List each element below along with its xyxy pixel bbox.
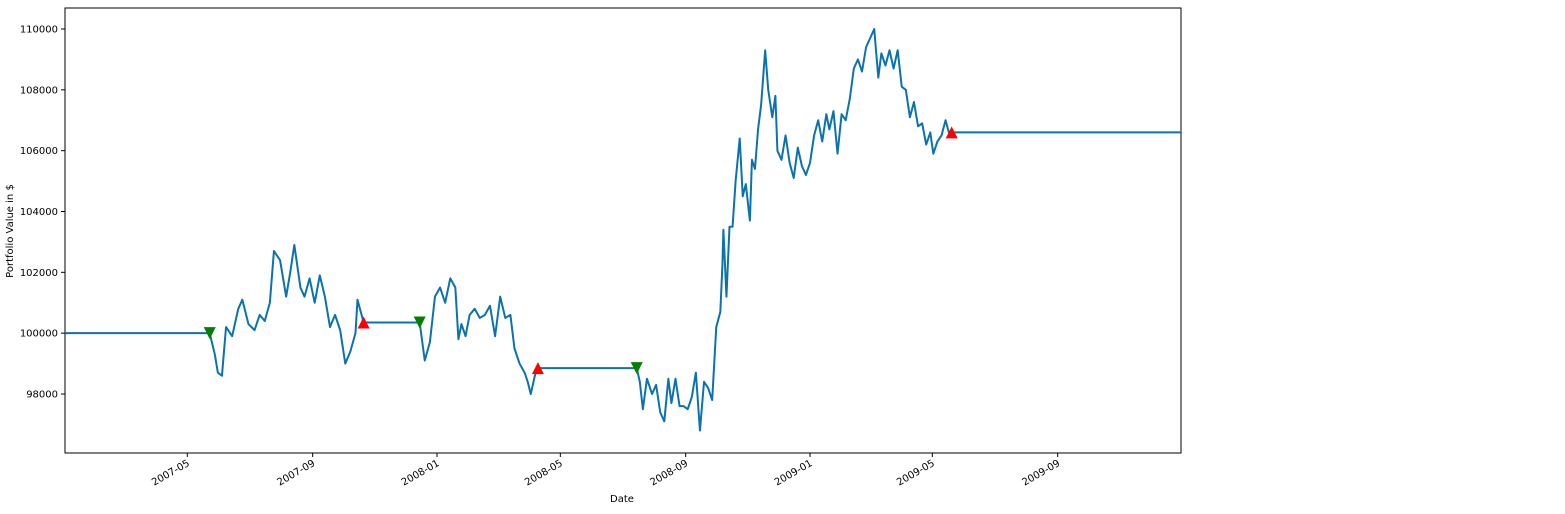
- x-axis-label: Date: [610, 494, 634, 505]
- trade-marker: [413, 316, 426, 329]
- x-tick-label: 2008-01: [400, 458, 442, 488]
- y-axis-label: Portfolio Value in $: [5, 184, 16, 278]
- y-tick-label: 102000: [20, 268, 58, 279]
- y-tick-label: 108000: [20, 85, 58, 96]
- trade-marker: [945, 126, 958, 139]
- line: [65, 27, 1181, 432]
- x-tick-label: 2009-01: [773, 458, 815, 488]
- x-tick-label: 2007-09: [275, 458, 317, 488]
- trade-marker: [357, 316, 370, 329]
- trade-marker: [630, 362, 643, 375]
- x-tick-label: 2009-09: [1020, 458, 1062, 488]
- y-tick-label: 110000: [20, 24, 58, 35]
- y-tick-label: 100000: [20, 329, 58, 340]
- x-tick-label: 2009-05: [895, 458, 937, 488]
- trade-marker: [531, 362, 544, 375]
- x-tick-label: 2007-05: [150, 458, 192, 488]
- x-tick-label: 2008-05: [523, 458, 565, 488]
- y-tick-label: 104000: [20, 207, 58, 218]
- trade-marker: [203, 327, 216, 340]
- y-tick-label: 98000: [26, 389, 58, 400]
- y-tick-label: 106000: [20, 146, 58, 157]
- x-tick-label: 2008-09: [648, 458, 690, 488]
- plot-frame: [64, 7, 1182, 454]
